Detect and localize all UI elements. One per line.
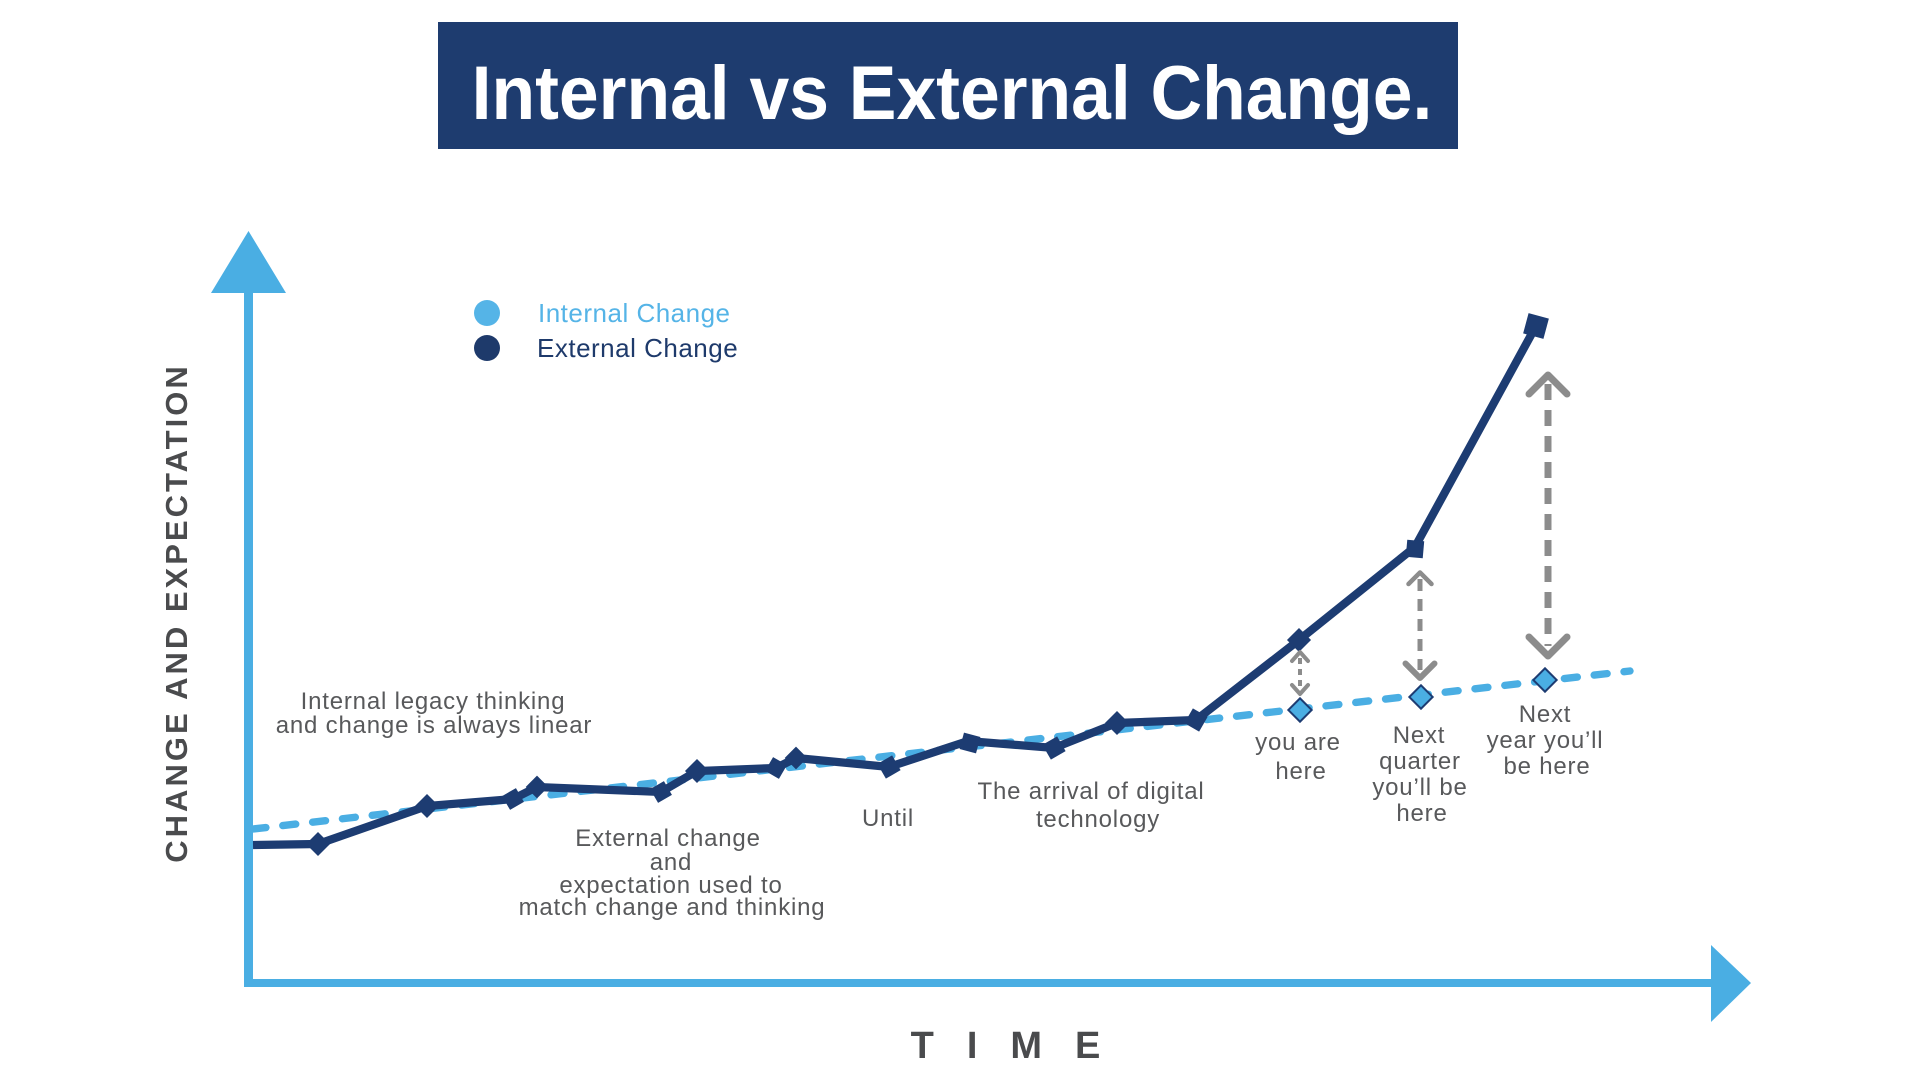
svg-text:Until: Until xyxy=(862,805,914,832)
svg-text:CHANGE AND EXPECTATION: CHANGE AND EXPECTATION xyxy=(159,363,194,862)
svg-text:quarter: quarter xyxy=(1379,748,1461,775)
svg-text:Next: Next xyxy=(1393,722,1446,749)
svg-text:you’ll be: you’ll be xyxy=(1372,774,1467,801)
svg-text:here: here xyxy=(1396,800,1447,827)
svg-text:expectation used to: expectation used to xyxy=(559,872,782,899)
svg-text:here: here xyxy=(1275,758,1326,785)
svg-text:you are: you are xyxy=(1255,729,1341,756)
svg-text:TIME: TIME xyxy=(911,1025,1134,1067)
svg-text:Internal Change: Internal Change xyxy=(538,298,731,328)
svg-text:Internal legacy thinking: Internal legacy thinking xyxy=(301,688,566,715)
svg-text:year you’ll: year you’ll xyxy=(1487,727,1604,754)
svg-text:technology: technology xyxy=(1036,806,1160,833)
svg-text:and: and xyxy=(650,849,692,876)
svg-text:match change and thinking: match change and thinking xyxy=(519,894,826,921)
svg-text:External change: External change xyxy=(575,825,760,852)
svg-text:Internal vs External Change.: Internal vs External Change. xyxy=(472,50,1433,136)
svg-text:be here: be here xyxy=(1504,753,1591,780)
svg-text:External Change: External Change xyxy=(537,333,738,363)
svg-text:Next: Next xyxy=(1519,701,1572,728)
svg-text:and change is always linear: and change is always linear xyxy=(276,712,592,739)
svg-text:The arrival of digital: The arrival of digital xyxy=(977,778,1204,805)
